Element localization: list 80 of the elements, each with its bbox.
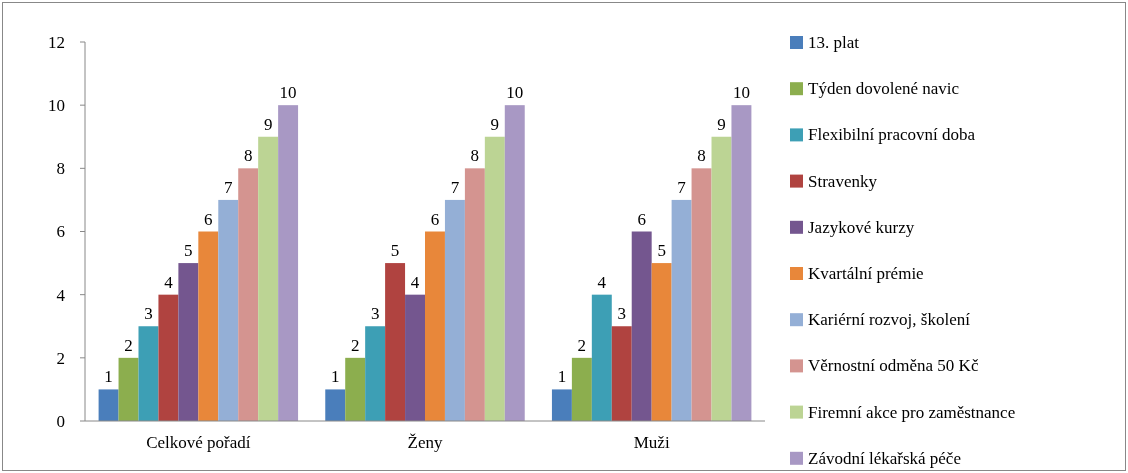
y-tick-label: 10: [48, 96, 65, 116]
bar: [631, 231, 652, 421]
bar: [444, 199, 465, 421]
y-tick-label: 4: [56, 285, 66, 305]
data-label: 5: [390, 241, 400, 261]
data-label: 4: [597, 272, 607, 292]
data-label: 2: [577, 335, 587, 355]
bar: [345, 357, 366, 421]
bar: [278, 105, 299, 421]
data-label: 10: [279, 83, 297, 103]
bar: [551, 389, 572, 421]
y-tick-label: 8: [56, 159, 65, 179]
legend-label: Kvartální prémie: [808, 263, 924, 283]
bar: [425, 231, 445, 421]
legend-label: Věrnostní odměna 50 Kč: [808, 356, 979, 376]
bar: [691, 168, 712, 421]
data-label: 1: [104, 367, 113, 387]
bar: [611, 326, 632, 421]
data-label: 9: [490, 114, 500, 134]
legend-label: Týden dovolené navic: [808, 79, 960, 99]
legend-label: Stravenky: [808, 171, 878, 191]
data-label: 7: [224, 177, 233, 197]
legend-label: Firemní akce pro zaměstnance: [808, 402, 1016, 422]
bar: [571, 357, 592, 421]
data-label: 1: [330, 367, 340, 387]
bar: [385, 263, 406, 421]
bar: [405, 294, 425, 421]
data-label: 8: [470, 146, 480, 166]
bar: [158, 294, 179, 421]
bar: [198, 231, 219, 421]
bar: [258, 136, 279, 421]
x-tick-label: Celkové pořadí: [146, 433, 251, 452]
data-label: 9: [717, 114, 726, 134]
legend-label: Kariérní rozvoj, školení: [808, 310, 971, 330]
bar: [218, 199, 239, 421]
data-label: 8: [697, 146, 706, 166]
bar: [118, 357, 139, 421]
bar: [504, 105, 525, 421]
bar: [464, 168, 485, 421]
legend-label: Jazykové kurzy: [808, 217, 915, 237]
data-label: 2: [350, 335, 360, 355]
data-label: 8: [243, 146, 253, 166]
data-label: 3: [370, 304, 380, 324]
bar: [731, 105, 752, 421]
bar: [365, 326, 386, 421]
data-label: 10: [732, 83, 750, 103]
bar: [671, 199, 692, 421]
data-label: 4: [164, 272, 174, 292]
x-tick-label: Ženy: [407, 433, 443, 452]
legend-label: 13. plat: [808, 32, 860, 52]
data-label: 5: [184, 241, 193, 261]
y-tick-label: 6: [56, 222, 65, 242]
data-label: 4: [410, 272, 420, 292]
bar: [325, 389, 346, 421]
y-tick-label: 2: [56, 348, 65, 368]
bar: [711, 136, 732, 421]
data-label: 1: [557, 367, 567, 387]
data-label: 2: [124, 335, 133, 355]
legend-label: Závodní lékařská péče: [808, 448, 961, 468]
data-label: 6: [430, 209, 440, 229]
data-label: 6: [204, 209, 213, 229]
data-label: 6: [637, 209, 646, 229]
legend-label: Flexibilní pracovní doba: [808, 125, 976, 145]
data-label: 7: [450, 177, 460, 197]
bar: [98, 389, 119, 421]
data-label: 5: [657, 241, 666, 261]
y-tick-label: 0: [56, 411, 65, 431]
data-label: 7: [677, 177, 687, 197]
data-label: 3: [617, 304, 626, 324]
bar: [138, 326, 159, 421]
bar: [651, 263, 672, 421]
bar: [484, 136, 505, 421]
bar: [591, 294, 612, 421]
bar: [238, 168, 259, 421]
data-label: 9: [263, 114, 273, 134]
bar: [178, 263, 199, 421]
y-tick-label: 12: [48, 32, 65, 52]
data-label: 10: [506, 83, 524, 103]
data-label: 3: [144, 304, 153, 324]
x-tick-label: Muži: [633, 433, 670, 452]
